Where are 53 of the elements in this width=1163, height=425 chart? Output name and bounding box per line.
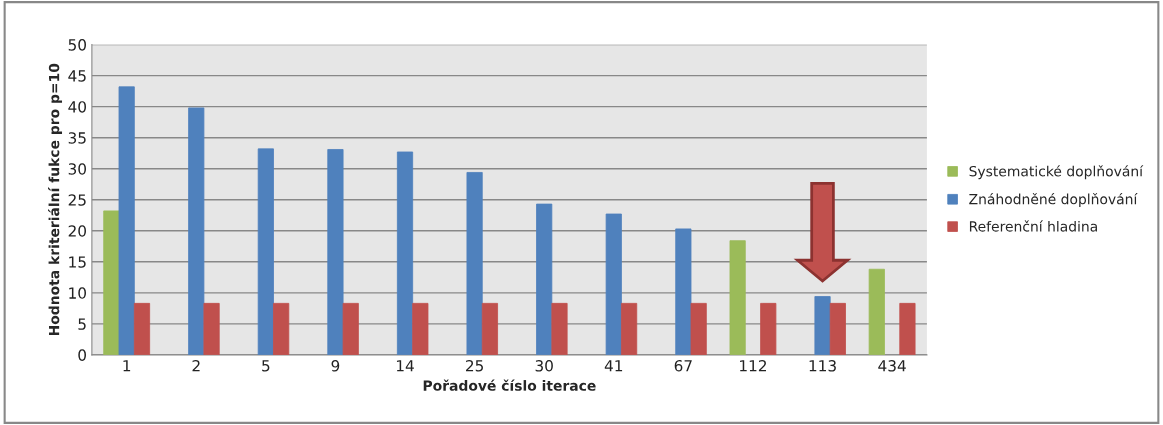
y-tick-label: 25 (68, 194, 86, 206)
bar (327, 149, 344, 355)
x-tick-label: 2 (192, 360, 200, 372)
x-tick-label: 1 (123, 360, 131, 372)
bar (412, 302, 429, 355)
bar (466, 172, 483, 355)
x-tick-label: 30 (535, 360, 553, 372)
bar (868, 268, 885, 355)
bar (396, 151, 414, 355)
y-tick-label: 5 (78, 318, 86, 330)
bar (118, 86, 135, 355)
y-tick-label: 50 (68, 39, 86, 51)
bar (342, 302, 359, 355)
x-tick-label: 434 (878, 360, 906, 372)
bar (188, 107, 205, 355)
y-tick-label: 20 (68, 225, 86, 237)
y-tick-label: 45 (68, 70, 86, 82)
y-tick-label: 35 (68, 132, 86, 144)
x-tick-label: 25 (466, 360, 483, 372)
legend-label: Systematické doplňování (969, 165, 1144, 180)
bar (760, 302, 777, 355)
bar (257, 148, 274, 355)
bar (551, 302, 568, 355)
x-axis-title: Pořadové číslo iterace (423, 379, 596, 391)
x-tick-label: 14 (396, 360, 414, 372)
bar (829, 302, 846, 355)
x-tick-label: 9 (331, 360, 340, 372)
y-tick-label: 0 (78, 349, 86, 361)
bar (621, 302, 638, 355)
legend-label: Referenční hladina (969, 220, 1097, 232)
x-tick-label: 113 (809, 360, 836, 372)
bar (133, 302, 151, 355)
bar (203, 302, 220, 355)
bar (675, 228, 692, 355)
y-axis-title: Hodnota kriteriální fukce pro p=10 (48, 63, 63, 336)
x-tick-label: 67 (674, 360, 692, 372)
bar (899, 302, 916, 355)
bar (814, 296, 831, 355)
bar (729, 240, 746, 355)
x-tick-label: 5 (262, 360, 270, 372)
x-tick-label: 41 (604, 360, 623, 372)
x-tick-label: 112 (740, 360, 766, 372)
y-tick-label: 40 (68, 101, 86, 113)
bar (273, 302, 290, 355)
bar (605, 213, 622, 355)
bar (690, 302, 707, 355)
y-tick-label: 30 (68, 163, 86, 175)
bar (481, 302, 498, 355)
bar (103, 210, 120, 355)
legend-label: Znáhodněné doplňování (969, 193, 1138, 208)
y-tick-label: 15 (69, 256, 86, 268)
y-tick-label: 10 (69, 287, 86, 299)
bar (536, 203, 553, 355)
